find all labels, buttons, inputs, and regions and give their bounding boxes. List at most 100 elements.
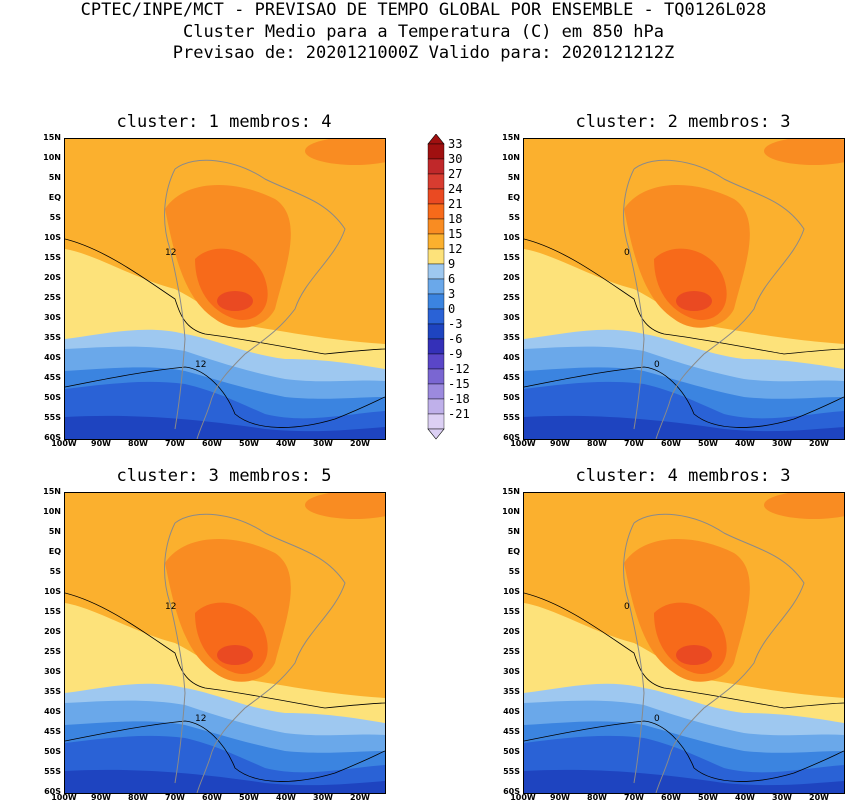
- longitude-tick: 80W: [128, 439, 148, 448]
- latitude-tick: 55S: [503, 413, 520, 422]
- latitude-tick: 40S: [44, 707, 61, 716]
- latitude-tick: 15S: [503, 607, 520, 616]
- contour-label: 0: [654, 360, 660, 370]
- latitude-tick: 40S: [503, 353, 520, 362]
- latitude-tick: 45S: [44, 727, 61, 736]
- latitude-tick: 30S: [44, 313, 61, 322]
- colorbar-swatch: [427, 278, 445, 295]
- latitude-tick: 5S: [49, 213, 61, 222]
- longitude-tick: 80W: [587, 439, 607, 448]
- latitude-tick: 25S: [503, 647, 520, 656]
- latitude-tick: EQ: [507, 547, 520, 556]
- longitude-tick: 50W: [239, 439, 259, 448]
- latitude-tick: 10S: [503, 587, 520, 596]
- contour-0: [65, 720, 385, 782]
- colorbar-swatch: [427, 143, 445, 160]
- longitude-tick: 60W: [661, 793, 681, 802]
- warm-zone-24: [676, 645, 712, 665]
- latitude-tick: 15N: [502, 133, 520, 142]
- latitude-tick: 15N: [43, 133, 61, 142]
- latitude-tick: 10N: [502, 507, 520, 516]
- longitude-tick: 20W: [809, 793, 829, 802]
- contour-label: 0: [654, 714, 660, 724]
- temperature-map-3: 12 12: [64, 492, 386, 794]
- latitude-tick: 30S: [503, 667, 520, 676]
- longitude-tick: 50W: [698, 793, 718, 802]
- latitude-tick: 35S: [44, 687, 61, 696]
- longitude-tick: 90W: [91, 793, 111, 802]
- longitude-tick: 60W: [202, 793, 222, 802]
- longitude-tick: 80W: [587, 793, 607, 802]
- colorbar-swatch: [427, 203, 445, 220]
- latitude-tick: 50S: [503, 393, 520, 402]
- colorbar: 33 30 27 24 21 18 15 12 9 6 3 0 -3 -6 -9 -12 -15 -18 -21: [426, 133, 486, 444]
- colorbar-swatch: [427, 353, 445, 370]
- latitude-tick: 20S: [503, 273, 520, 282]
- latitude-tick: 10S: [44, 587, 61, 596]
- latitude-tick: 5N: [507, 527, 520, 536]
- latitude-tick: 45S: [503, 727, 520, 736]
- contour-0: [524, 366, 844, 428]
- latitude-tick: 5N: [48, 173, 61, 182]
- main-title: CPTEC/INPE/MCT - PREVISAO DE TEMPO GLOBA…: [80, 0, 767, 20]
- latitude-tick: 25S: [44, 293, 61, 302]
- latitude-tick: 15S: [44, 253, 61, 262]
- map-svg: 00: [524, 139, 844, 439]
- latitude-tick: 5S: [508, 213, 520, 222]
- longitude-tick: 60W: [661, 439, 681, 448]
- latitude-tick: 60S: [44, 433, 61, 442]
- colorbar-label: 27: [448, 167, 463, 181]
- colorbar-label: 33: [448, 137, 463, 151]
- latitude-tick: 60S: [44, 787, 61, 796]
- latitude-tick: 60S: [503, 433, 520, 442]
- colorbar-label: 24: [448, 182, 463, 196]
- longitude-tick: 80W: [128, 793, 148, 802]
- coastline: [164, 159, 346, 439]
- latitude-tick: 55S: [44, 413, 61, 422]
- longitude-tick: 100W: [51, 439, 77, 448]
- latitude-tick: 35S: [503, 687, 520, 696]
- latitude-tick: 55S: [44, 767, 61, 776]
- longitude-tick: 40W: [735, 439, 755, 448]
- latitude-tick: EQ: [507, 193, 520, 202]
- contour-12: [65, 238, 385, 355]
- latitude-tick: 10N: [502, 153, 520, 162]
- longitude-tick: 30W: [772, 439, 792, 448]
- latitude-tick: 10S: [44, 233, 61, 242]
- coastline: [164, 513, 346, 793]
- colorbar-label: 18: [448, 212, 463, 226]
- latitude-tick: 15S: [503, 253, 520, 262]
- colorbar-swatch: [427, 398, 445, 415]
- temperature-band: [524, 769, 844, 793]
- latitude-tick: 5S: [49, 567, 61, 576]
- longitude-tick: 100W: [510, 793, 536, 802]
- longitude-tick: 50W: [698, 439, 718, 448]
- warm-zone-24: [217, 291, 253, 311]
- latitude-tick: 5N: [48, 527, 61, 536]
- panel-title-2: cluster: 2 membros: 3: [575, 112, 791, 132]
- map-svg: 12 12: [65, 139, 385, 439]
- colorbar-label: -12: [448, 362, 470, 376]
- latitude-tick: 10S: [503, 233, 520, 242]
- contour-label: 12: [165, 248, 176, 258]
- latitude-tick: 50S: [503, 747, 520, 756]
- latitude-tick: 10N: [43, 153, 61, 162]
- contour-0: [524, 720, 844, 782]
- colorbar-label: -15: [448, 377, 470, 391]
- warm-zone-24: [676, 291, 712, 311]
- latitude-tick: 15N: [502, 487, 520, 496]
- longitude-tick: 20W: [350, 793, 370, 802]
- colorbar-label: 21: [448, 197, 463, 211]
- latitude-tick: EQ: [48, 547, 61, 556]
- latitude-tick: 25S: [503, 293, 520, 302]
- latitude-tick: 5N: [507, 173, 520, 182]
- latitude-tick: 15S: [44, 607, 61, 616]
- colorbar-swatch: [427, 338, 445, 355]
- latitude-tick: 45S: [44, 373, 61, 382]
- temperature-map-1: 12 12: [64, 138, 386, 440]
- latitude-tick: 35S: [44, 333, 61, 342]
- latitude-tick: 20S: [503, 627, 520, 636]
- longitude-tick: 70W: [624, 793, 644, 802]
- warm-zone-24: [217, 645, 253, 665]
- temperature-band: [524, 415, 844, 439]
